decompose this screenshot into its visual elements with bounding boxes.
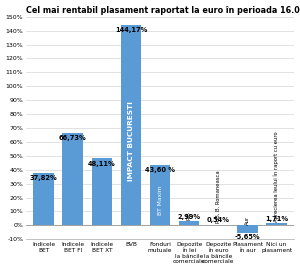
Text: RIB, B. Romaneasca: RIB, B. Romaneasca xyxy=(216,171,221,223)
Bar xyxy=(33,173,54,225)
Text: 37,82%: 37,82% xyxy=(30,175,57,181)
Bar xyxy=(92,158,112,225)
Bar xyxy=(62,133,83,225)
Text: BT Maxim: BT Maxim xyxy=(158,185,163,215)
Text: RIB: RIB xyxy=(187,211,192,220)
Text: -5,65%: -5,65% xyxy=(235,234,260,240)
Text: 0,54%: 0,54% xyxy=(207,218,230,224)
Text: IMPACT BUCURESTI: IMPACT BUCURESTI xyxy=(128,101,134,181)
Text: 43,60 %: 43,60 % xyxy=(145,167,175,173)
Text: Cel mai rentabil plasament raportat la euro în perioada 16.03 - 16.04.2009: Cel mai rentabil plasament raportat la e… xyxy=(26,6,300,15)
Bar xyxy=(150,165,170,225)
Text: 48,11%: 48,11% xyxy=(88,161,116,167)
Text: 1,71%: 1,71% xyxy=(265,216,288,222)
Bar xyxy=(179,221,200,225)
Text: Aur: Aur xyxy=(245,215,250,225)
Text: 66,73%: 66,73% xyxy=(59,135,87,141)
Text: Aprecierea leului în raport cu euro: Aprecierea leului în raport cu euro xyxy=(274,131,279,222)
Bar xyxy=(121,25,141,225)
Bar xyxy=(237,225,258,233)
Text: 2,99%: 2,99% xyxy=(178,214,201,220)
Text: 144,17%: 144,17% xyxy=(115,27,147,33)
Bar xyxy=(266,223,287,225)
